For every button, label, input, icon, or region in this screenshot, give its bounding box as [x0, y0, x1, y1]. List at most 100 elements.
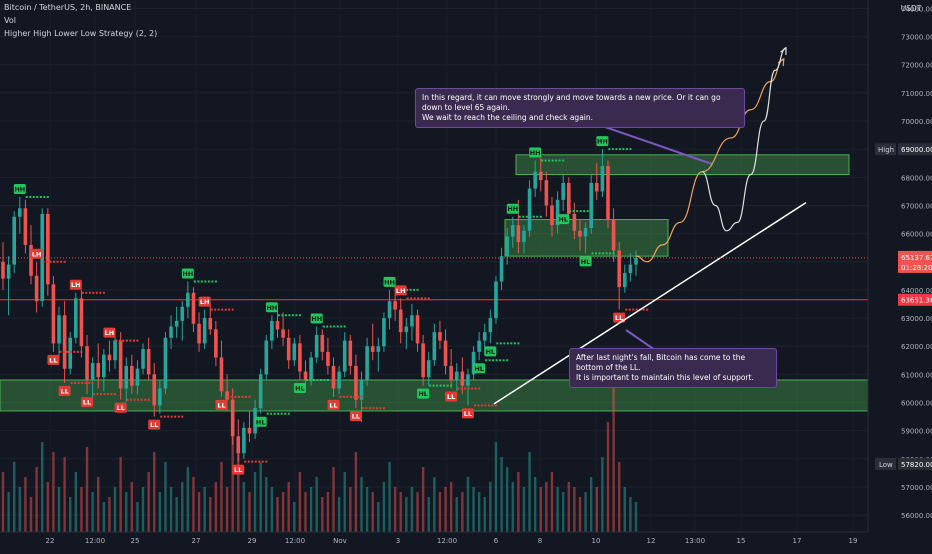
- volume-bar: [24, 477, 27, 532]
- candle-body: [331, 365, 336, 389]
- price-tick-label: 61000.00: [901, 371, 932, 379]
- volume-bar: [175, 497, 178, 532]
- volume-bar: [455, 497, 458, 532]
- candle-body: [113, 340, 117, 361]
- time-tick-label: 10: [592, 537, 601, 545]
- pivot-label-lh: LH: [394, 285, 407, 296]
- candle-body: [90, 363, 95, 380]
- top-annotation-note[interactable]: In this regard, it can move strongly and…: [415, 88, 745, 128]
- volume-bar: [461, 492, 464, 532]
- countdown-badge: 01:28:20: [901, 264, 932, 272]
- volume-bar: [623, 487, 626, 532]
- pivot-badge-text: HH: [597, 138, 608, 146]
- volume-bar: [220, 462, 223, 532]
- volume-bar: [427, 497, 430, 532]
- volume-bar: [97, 477, 100, 532]
- price-tick-label: 63000.00: [901, 315, 932, 323]
- pivot-badge-text: HH: [14, 186, 25, 194]
- candle-body: [398, 309, 403, 333]
- candle-body: [247, 427, 252, 434]
- candle-body: [163, 337, 168, 389]
- candle-body: [225, 391, 229, 400]
- candle-body: [505, 236, 509, 257]
- candle-body: [516, 225, 521, 243]
- pivot-label-hh: HH: [310, 313, 323, 324]
- pivot-badge-text: LL: [447, 393, 455, 401]
- candle-body: [365, 346, 369, 380]
- price-tick-label: 62000.00: [901, 343, 932, 351]
- volume-bar: [125, 492, 128, 532]
- volume-bar: [483, 497, 486, 532]
- bottom-annotation-note[interactable]: After last night's fall, Bitcoin has com…: [569, 348, 777, 388]
- candle-body: [572, 213, 577, 231]
- pivot-badge: [58, 385, 71, 396]
- candle-body: [314, 334, 319, 358]
- pivot-label-ll: LL: [114, 402, 127, 413]
- candle-body: [158, 388, 162, 406]
- volume-bar: [595, 487, 598, 532]
- candle-body: [628, 264, 633, 274]
- candle-body: [169, 326, 173, 338]
- volume-bar: [489, 482, 492, 532]
- high-value-badge: 69000.00: [901, 146, 932, 154]
- pivot-badge-text: HL: [558, 216, 568, 224]
- volume-bar: [472, 487, 475, 532]
- volume-bar: [589, 477, 593, 532]
- high-label-bg: [875, 143, 896, 156]
- volume-bar: [405, 497, 408, 532]
- candle-body: [578, 230, 582, 237]
- pivot-label-ll: LL: [58, 385, 71, 396]
- currency-label: USDT: [901, 4, 922, 13]
- price-tick-label: 70000.00: [901, 118, 932, 126]
- time-tick-label: 25: [131, 537, 140, 545]
- volume-bar: [276, 497, 279, 532]
- volume-bar: [466, 477, 470, 532]
- pivot-badge: [596, 136, 609, 147]
- candle-body: [6, 264, 11, 279]
- pivot-badge: [265, 302, 278, 313]
- pivot-badge-text: HL: [581, 258, 591, 266]
- pivot-label-lh: LH: [30, 248, 43, 259]
- volume-bar: [410, 487, 414, 532]
- volume-bar: [634, 502, 638, 532]
- symbol-title: Bitcoin / TetherUS, 2h, BINANCE: [4, 3, 132, 12]
- volume-bar: [169, 487, 173, 532]
- candle-body: [600, 166, 605, 192]
- volume-bar: [337, 497, 341, 532]
- candle-body: [102, 354, 106, 378]
- pivot-badge: [13, 184, 26, 195]
- volume-bar: [556, 487, 559, 532]
- candle-body: [264, 340, 269, 375]
- candle-body: [426, 360, 431, 378]
- time-tick-label: 12:00: [437, 537, 457, 545]
- volume-bar: [130, 482, 134, 532]
- candle-body: [197, 323, 201, 344]
- pivot-label-lh: LH: [103, 327, 116, 338]
- volume-bar: [41, 442, 44, 532]
- price-tick-label: 73000.00: [901, 34, 932, 42]
- volume-bar: [354, 452, 358, 532]
- price-tick-label: 57000.00: [901, 484, 932, 492]
- volume-bar: [186, 467, 190, 532]
- candle-body: [135, 368, 140, 386]
- pivot-badge: [484, 346, 497, 357]
- volume-bar: [533, 477, 537, 532]
- pivot-label-hl: HL: [417, 388, 430, 399]
- low-label-bg: [875, 457, 896, 470]
- pivot-badge-text: HH: [182, 270, 193, 278]
- pivot-badge-text: LH: [32, 250, 42, 258]
- volume-bar: [511, 482, 514, 532]
- volume-bar: [326, 492, 330, 532]
- price-tick-label: 71000.00: [901, 90, 932, 98]
- candle-body: [589, 182, 593, 228]
- volume-bar: [35, 467, 38, 532]
- candle-body: [522, 230, 526, 243]
- time-tick-label: 13:00: [685, 537, 705, 545]
- pivot-badge-text: LH: [105, 329, 115, 337]
- candle-body: [471, 351, 476, 375]
- pivot-badge-text: LL: [615, 314, 623, 322]
- candle-body: [309, 357, 313, 380]
